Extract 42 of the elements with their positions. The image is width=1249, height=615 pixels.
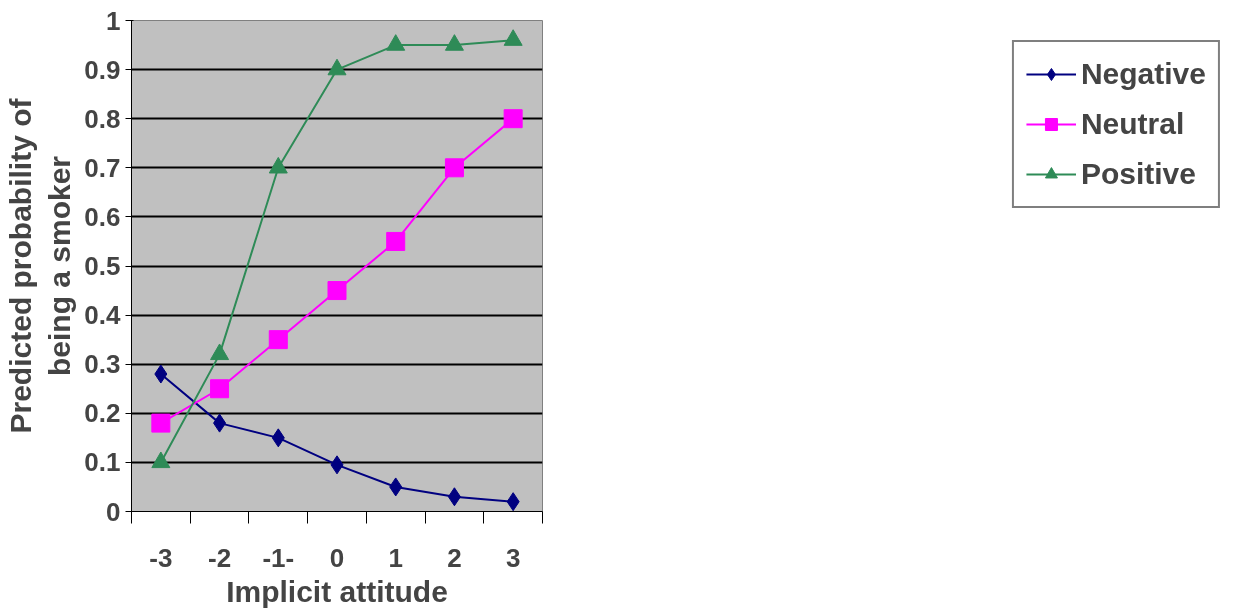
x-tick-label: -3 — [149, 542, 173, 573]
x-tick-label: 3 — [505, 542, 521, 573]
point — [447, 487, 461, 507]
point — [503, 29, 523, 46]
y-tick-label: 0.9 — [84, 54, 121, 85]
point — [271, 428, 285, 448]
point — [386, 34, 406, 51]
y-tick-label: 1 — [106, 5, 121, 36]
legend-label: Positive — [1080, 156, 1196, 192]
y-tick-label: 0.1 — [84, 447, 121, 478]
point — [386, 231, 406, 251]
point — [327, 281, 347, 301]
y-tick-label: 0.8 — [84, 103, 121, 134]
point — [327, 58, 347, 76]
point — [210, 379, 230, 399]
point — [389, 477, 403, 497]
x-tick-label: -1- — [262, 542, 295, 573]
x-tick-label: 1 — [388, 542, 403, 573]
point — [268, 330, 288, 350]
point — [444, 34, 464, 51]
y-tick-label: 0 — [106, 496, 121, 527]
y-tick-label: 0.2 — [84, 398, 121, 429]
point — [444, 158, 464, 178]
point — [506, 492, 520, 512]
point — [213, 413, 227, 433]
x-tick-label: 2 — [447, 542, 462, 573]
x-tick-label: 0 — [329, 542, 345, 573]
point — [268, 156, 288, 174]
x-tick-label: -2 — [208, 542, 232, 573]
y-tick-label: 0.3 — [84, 349, 121, 380]
y-tick-label: 0.7 — [84, 152, 121, 183]
legend-label: Neutral — [1080, 106, 1185, 142]
y-tick-label: 0.6 — [84, 201, 121, 232]
point — [330, 455, 344, 475]
y-axis-title: Predicted probability of being a smoker — [3, 97, 77, 434]
legend-label: Negative — [1080, 56, 1206, 92]
point — [154, 364, 168, 384]
x-axis-title: Implicit attitude — [226, 574, 448, 608]
y-tick-label: 0.4 — [84, 300, 122, 331]
point — [210, 343, 230, 361]
point — [151, 413, 171, 433]
y-tick-label: 0.5 — [84, 251, 121, 281]
